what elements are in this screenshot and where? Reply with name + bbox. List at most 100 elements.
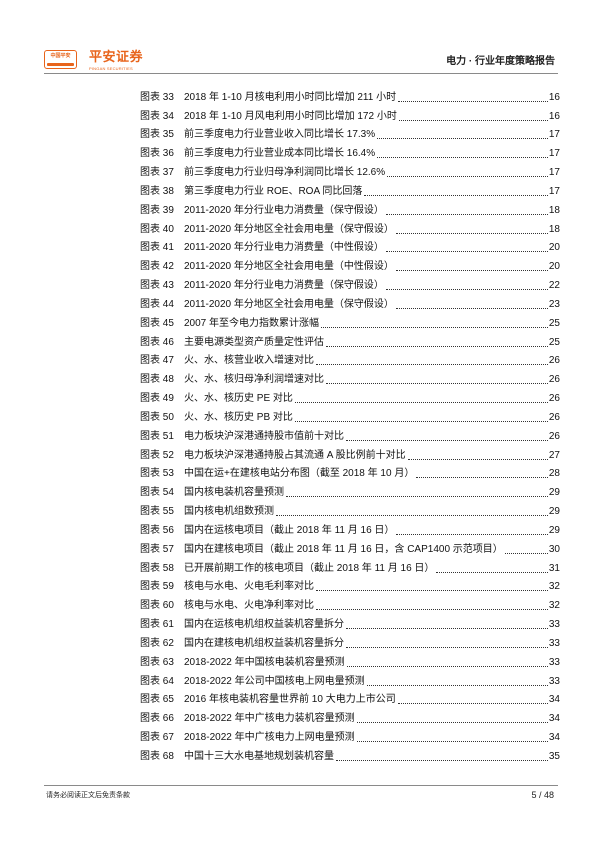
toc-entry[interactable]: 图表 41 2011-2020 年分行业电力消费量（中性假设） 20 bbox=[140, 237, 560, 256]
toc-entry[interactable]: 图表 59 核电与水电、火电毛利率对比 32 bbox=[140, 576, 560, 595]
dot-leader bbox=[346, 646, 548, 648]
page-ref: 29 bbox=[548, 524, 560, 536]
figure-label: 图表 33 bbox=[140, 91, 174, 103]
dot-leader bbox=[436, 571, 548, 573]
figure-label: 图表 64 bbox=[140, 675, 174, 687]
dot-leader bbox=[326, 345, 548, 347]
page-ref: 18 bbox=[548, 223, 560, 235]
figure-label: 图表 40 bbox=[140, 223, 174, 235]
figure-title: 核电与水电、火电毛利率对比 bbox=[184, 581, 314, 593]
page-ref: 17 bbox=[548, 185, 560, 197]
toc-entry[interactable]: 图表 36 前三季度电力行业营业成本同比增长 16.4% 17 bbox=[140, 142, 560, 161]
toc-entry[interactable]: 图表 58 已开展前期工作的核电项目（截止 2018 年 11 月 16 日） 31 bbox=[140, 557, 560, 576]
dot-leader bbox=[416, 477, 548, 479]
page-ref: 26 bbox=[548, 374, 560, 386]
dot-leader bbox=[294, 420, 548, 422]
figure-label: 图表 67 bbox=[140, 731, 174, 743]
toc-entry[interactable]: 图表 64 2018-2022 年公司中国核电上网电量预测 33 bbox=[140, 670, 560, 689]
figure-label: 图表 44 bbox=[140, 298, 174, 310]
figure-title: 国内在运核电机组权益装机容量拆分 bbox=[184, 619, 344, 631]
toc-entry[interactable]: 图表 38 第三季度电力行业 ROE、ROA 同比回落 17 bbox=[140, 180, 560, 199]
toc-entry[interactable]: 图表 37 前三季度电力行业归母净利润同比增长 12.6% 17 bbox=[140, 161, 560, 180]
toc-entry[interactable]: 图表 33 2018 年 1-10 月核电利用小时同比增加 211 小时 16 bbox=[140, 86, 560, 105]
figure-title: 2018-2022 年公司中国核电上网电量预测 bbox=[184, 675, 365, 687]
toc-entry[interactable]: 图表 56 国内在运核电项目（截止 2018 年 11 月 16 日） 29 bbox=[140, 519, 560, 538]
toc-entry[interactable]: 图表 52 电力板块沪深港通持股占其流通 A 股比例前十对比 27 bbox=[140, 444, 560, 463]
page-ref: 20 bbox=[548, 242, 560, 254]
dot-leader bbox=[321, 326, 548, 328]
toc-entry[interactable]: 图表 48 火、水、核归母净利润增速对比 26 bbox=[140, 368, 560, 387]
toc-entry[interactable]: 图表 35 前三季度电力行业营业收入同比增长 17.3% 17 bbox=[140, 124, 560, 143]
toc-entry[interactable]: 图表 42 2011-2020 年分地区全社会用电量（中性假设） 20 bbox=[140, 255, 560, 274]
toc-entry[interactable]: 图表 43 2011-2020 年分行业电力消费量（保守假设） 22 bbox=[140, 274, 560, 293]
dot-leader bbox=[346, 628, 548, 630]
dot-leader bbox=[364, 194, 548, 196]
figure-title: 2007 年至今电力指数累计涨幅 bbox=[184, 317, 320, 329]
figure-title: 火、水、核历史 PB 对比 bbox=[184, 411, 293, 423]
figure-title: 主要电源类型资产质量定性评估 bbox=[184, 336, 324, 348]
figure-title: 前三季度电力行业归母净利润同比增长 12.6% bbox=[184, 167, 386, 179]
figure-title: 国内核电装机容量预测 bbox=[184, 487, 284, 499]
page-ref: 26 bbox=[548, 411, 560, 423]
figure-title: 核电与水电、火电净利率对比 bbox=[184, 600, 314, 612]
toc-entry[interactable]: 图表 62 国内在建核电机组权益装机容量拆分 33 bbox=[140, 632, 560, 651]
figure-title: 第三季度电力行业 ROE、ROA 同比回落 bbox=[184, 185, 363, 197]
figure-title: 电力板块沪深港通持股市值前十对比 bbox=[184, 430, 344, 442]
dot-leader bbox=[366, 684, 548, 686]
toc-entry[interactable]: 图表 39 2011-2020 年分行业电力消费量（保守假设） 18 bbox=[140, 199, 560, 218]
figure-title: 2016 年核电装机容量世界前 10 大电力上市公司 bbox=[184, 694, 396, 706]
toc-entry[interactable]: 图表 57 国内在建核电项目（截止 2018 年 11 月 16 日，含 CAP1… bbox=[140, 538, 560, 557]
brand-name-en: PINGAN SECURITIES bbox=[89, 66, 133, 71]
page-ref: 26 bbox=[548, 355, 560, 367]
dot-leader bbox=[316, 590, 548, 592]
toc-entry[interactable]: 图表 66 2018-2022 年中广核电力装机容量预测 34 bbox=[140, 707, 560, 726]
figure-label: 图表 60 bbox=[140, 600, 174, 612]
toc-entry[interactable]: 图表 51 电力板块沪深港通持股市值前十对比 26 bbox=[140, 425, 560, 444]
toc-entry[interactable]: 图表 67 2018-2022 年中广核电力上网电量预测 34 bbox=[140, 726, 560, 745]
page-ref: 30 bbox=[548, 543, 560, 555]
dot-leader bbox=[385, 213, 548, 215]
figure-label: 图表 36 bbox=[140, 148, 174, 160]
figure-label: 图表 57 bbox=[140, 543, 174, 555]
figure-title: 前三季度电力行业营业收入同比增长 17.3% bbox=[184, 129, 376, 141]
figure-title: 火、水、核归母净利润增速对比 bbox=[184, 374, 324, 386]
dot-leader bbox=[397, 703, 548, 705]
toc-entry[interactable]: 图表 40 2011-2020 年分地区全社会用电量（保守假设） 18 bbox=[140, 218, 560, 237]
toc-entry[interactable]: 图表 63 2018-2022 年中国核电装机容量预测 33 bbox=[140, 651, 560, 670]
toc-entry[interactable]: 图表 49 火、水、核历史 PE 对比 26 bbox=[140, 387, 560, 406]
page-ref: 17 bbox=[548, 129, 560, 141]
ping-an-logo: 中国平安 bbox=[44, 50, 77, 69]
dot-leader bbox=[396, 533, 548, 535]
figure-title: 中国在运+在建核电站分布图（截至 2018 年 10 月） bbox=[184, 468, 415, 480]
toc-entry[interactable]: 图表 53 中国在运+在建核电站分布图（截至 2018 年 10 月） 28 bbox=[140, 463, 560, 482]
figure-title: 火、水、核历史 PE 对比 bbox=[184, 393, 293, 405]
dot-leader bbox=[377, 157, 548, 159]
toc-entry[interactable]: 图表 34 2018 年 1-10 月风电利用小时同比增加 172 小时 16 bbox=[140, 105, 560, 124]
logo-bar bbox=[47, 63, 74, 66]
figure-title: 2018-2022 年中广核电力装机容量预测 bbox=[184, 713, 355, 725]
figure-label: 图表 65 bbox=[140, 694, 174, 706]
toc-entry[interactable]: 图表 54 国内核电装机容量预测 29 bbox=[140, 481, 560, 500]
dot-leader bbox=[346, 665, 548, 667]
page-ref: 32 bbox=[548, 581, 560, 593]
page-ref: 17 bbox=[548, 148, 560, 160]
toc-entry[interactable]: 图表 46 主要电源类型资产质量定性评估 25 bbox=[140, 331, 560, 350]
toc-entry[interactable]: 图表 65 2016 年核电装机容量世界前 10 大电力上市公司 34 bbox=[140, 689, 560, 708]
toc-entry[interactable]: 图表 44 2011-2020 年分地区全社会用电量（保守假设） 23 bbox=[140, 293, 560, 312]
figure-label: 图表 59 bbox=[140, 581, 174, 593]
figure-label: 图表 47 bbox=[140, 355, 174, 367]
toc-entry[interactable]: 图表 50 火、水、核历史 PB 对比 26 bbox=[140, 406, 560, 425]
brand-name: 平安证券 bbox=[89, 49, 144, 64]
figure-label: 图表 39 bbox=[140, 204, 174, 216]
figure-label: 图表 50 bbox=[140, 411, 174, 423]
figure-label: 图表 34 bbox=[140, 110, 174, 122]
toc-entry[interactable]: 图表 60 核电与水电、火电净利率对比 32 bbox=[140, 594, 560, 613]
document-title: 电力 · 行业年度策略报告 bbox=[446, 56, 555, 67]
figure-label: 图表 38 bbox=[140, 185, 174, 197]
toc-entry[interactable]: 图表 61 国内在运核电机组权益装机容量拆分 33 bbox=[140, 613, 560, 632]
toc-entry[interactable]: 图表 47 火、水、核营业收入增速对比 26 bbox=[140, 350, 560, 369]
toc-entry[interactable]: 图表 55 国内核电机组数预测 29 bbox=[140, 500, 560, 519]
dot-leader bbox=[356, 740, 548, 742]
toc-entry[interactable]: 图表 45 2007 年至今电力指数累计涨幅 25 bbox=[140, 312, 560, 331]
toc-entry[interactable]: 图表 68 中国十三大水电基地规划装机容量 35 bbox=[140, 745, 560, 764]
